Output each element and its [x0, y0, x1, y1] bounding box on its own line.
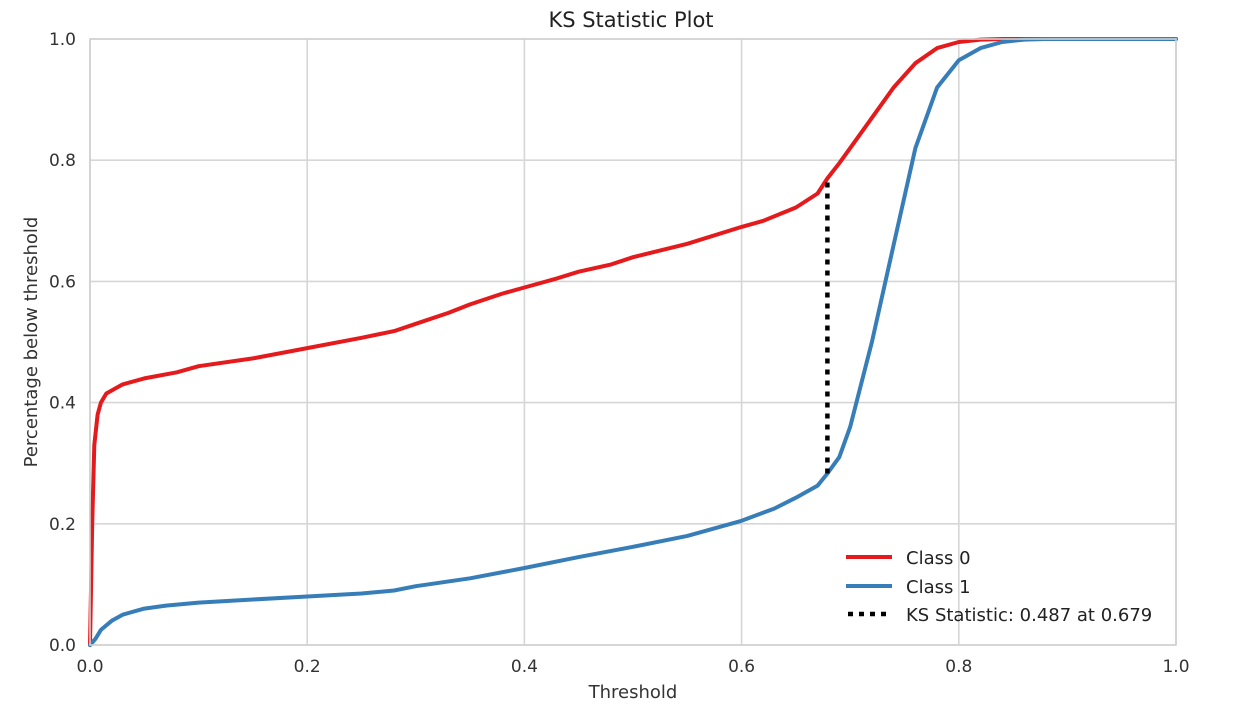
y-tick-label: 0.2: [49, 515, 76, 535]
x-tick-label: 0.2: [294, 657, 321, 677]
y-tick-label: 0.4: [49, 394, 76, 414]
x-tick-label: 0.6: [728, 657, 755, 677]
y-tick-label: 0.8: [49, 151, 76, 171]
y-tick-label: 0.6: [49, 272, 76, 292]
grid: [89, 38, 1177, 646]
x-tick-label: 0.0: [76, 657, 103, 677]
legend: Class 0 Class 1 KS Statistic: 0.487 at 0…: [846, 548, 1152, 626]
x-axis-ticks: 0.0 0.2 0.4 0.6 0.8 1.0: [76, 657, 1189, 677]
chart-title: KS Statistic Plot: [548, 8, 713, 32]
x-tick-label: 1.0: [1162, 657, 1189, 677]
series-line-class-0: [88, 37, 1178, 647]
legend-label-class-0: Class 0: [906, 548, 971, 569]
y-tick-label: 1.0: [49, 30, 76, 50]
y-axis-ticks: 0.0 0.2 0.4 0.6 0.8 1.0: [49, 30, 76, 656]
x-axis-label: Threshold: [588, 682, 678, 703]
y-tick-label: 0.0: [49, 636, 76, 656]
y-axis-label: Percentage below threshold: [21, 217, 42, 468]
legend-label-class-1: Class 1: [906, 577, 971, 598]
x-tick-label: 0.8: [945, 657, 972, 677]
x-tick-label: 0.4: [511, 657, 538, 677]
series-lines: [88, 37, 1178, 647]
legend-label-ks-statistic: KS Statistic: 0.487 at 0.679: [906, 605, 1152, 626]
series-line-class-1: [88, 37, 1178, 647]
plot-frame: [89, 38, 1177, 646]
